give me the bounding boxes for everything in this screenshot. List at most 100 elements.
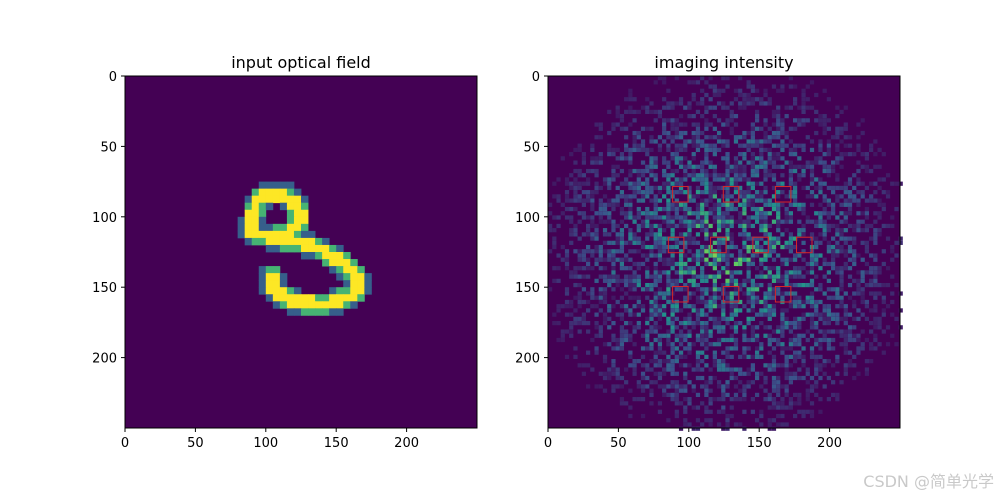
speckle-pixel xyxy=(691,282,696,288)
detector-box xyxy=(774,285,792,303)
speckle-pixel xyxy=(767,287,772,292)
speckle-pixel xyxy=(873,211,878,216)
speckle-pixel xyxy=(788,139,793,144)
speckle-pixel xyxy=(700,375,705,381)
speckle-pixel xyxy=(590,223,595,229)
speckle-pixel xyxy=(649,223,654,229)
digit-pixel xyxy=(308,252,316,260)
speckle-pixel xyxy=(683,253,688,258)
speckle-pixel xyxy=(581,320,587,326)
speckle-pixel xyxy=(607,152,612,157)
speckle-pixel xyxy=(700,253,705,258)
speckle-pixel xyxy=(788,320,793,326)
speckle-pixel xyxy=(615,164,620,169)
speckle-pixel xyxy=(640,363,646,368)
speckle-pixel xyxy=(657,287,663,292)
speckle-pixel xyxy=(632,219,637,224)
speckle-pixel xyxy=(746,320,751,326)
speckle-pixel xyxy=(721,257,726,262)
speckle-pixel xyxy=(678,177,684,182)
speckle-pixel xyxy=(725,270,730,275)
speckle-pixel xyxy=(611,122,616,127)
speckle-pixel xyxy=(754,333,760,338)
speckle-pixel xyxy=(797,316,802,321)
speckle-pixel xyxy=(721,139,726,144)
speckle-pixel xyxy=(788,244,793,250)
speckle-pixel xyxy=(733,346,739,351)
speckle-pixel xyxy=(573,270,578,275)
digit-pixel xyxy=(244,237,253,246)
speckle-pixel xyxy=(700,215,705,220)
speckle-pixel xyxy=(750,397,755,402)
speckle-pixel xyxy=(657,295,663,300)
speckle-pixel xyxy=(818,215,823,220)
speckle-pixel xyxy=(700,270,705,275)
speckle-pixel xyxy=(822,384,827,389)
speckle-pixel xyxy=(619,240,625,245)
speckle-pixel xyxy=(721,350,726,355)
speckle-pixel xyxy=(615,156,620,161)
speckle-pixel xyxy=(801,354,806,360)
speckle-pixel xyxy=(856,219,861,224)
speckle-pixel xyxy=(877,342,882,347)
speckle-pixel xyxy=(767,426,772,431)
speckle-pixel xyxy=(780,308,785,313)
speckle-pixel xyxy=(776,152,781,157)
speckle-pixel xyxy=(708,122,713,127)
speckle-pixel xyxy=(771,278,777,283)
speckle-pixel xyxy=(885,194,891,199)
speckle-pixel xyxy=(746,257,751,262)
speckle-pixel xyxy=(704,109,709,115)
speckle-pixel xyxy=(556,337,561,343)
speckle-pixel xyxy=(632,232,637,237)
speckle-pixel xyxy=(586,215,591,220)
speckle-pixel xyxy=(784,316,789,321)
speckle-pixel xyxy=(805,84,810,89)
speckle-pixel xyxy=(640,190,646,195)
speckle-pixel xyxy=(683,122,688,127)
speckle-pixel xyxy=(662,388,667,393)
speckle-pixel xyxy=(662,156,667,161)
speckle-pixel xyxy=(704,244,709,250)
speckle-pixel xyxy=(708,160,713,165)
speckle-pixel xyxy=(670,320,675,326)
speckle-pixel xyxy=(632,185,637,191)
speckle-pixel xyxy=(890,249,895,254)
speckle-pixel xyxy=(716,130,722,136)
speckle-pixel xyxy=(615,375,620,381)
speckle-pixel xyxy=(805,97,810,102)
speckle-pixel xyxy=(653,109,658,115)
speckle-pixel xyxy=(598,274,603,279)
speckle-pixel xyxy=(674,147,679,153)
speckle-pixel xyxy=(678,261,684,267)
speckle-pixel xyxy=(598,156,603,161)
speckle-pixel xyxy=(797,337,802,343)
digit-pixel xyxy=(343,301,351,309)
speckle-pixel xyxy=(801,359,806,364)
imaging-intensity-ytick-label: 150 xyxy=(515,281,540,296)
speckle-pixel xyxy=(624,291,629,296)
speckle-pixel xyxy=(873,304,878,309)
speckle-pixel xyxy=(716,215,722,220)
speckle-pixel xyxy=(776,270,781,275)
digit-pixel xyxy=(308,237,316,246)
speckle-pixel xyxy=(771,295,777,300)
digit-pixel xyxy=(293,287,302,295)
speckle-pixel xyxy=(657,359,663,364)
speckle-pixel xyxy=(784,228,789,233)
speckle-pixel xyxy=(628,287,633,292)
speckle-pixel xyxy=(632,168,637,174)
speckle-pixel xyxy=(653,240,658,245)
speckle-pixel xyxy=(649,139,654,144)
speckle-pixel xyxy=(670,359,675,364)
speckle-pixel xyxy=(607,198,612,203)
speckle-pixel xyxy=(818,223,823,229)
speckle-pixel xyxy=(691,367,696,372)
speckle-pixel xyxy=(674,181,679,186)
speckle-pixel xyxy=(598,333,603,338)
speckle-pixel xyxy=(725,143,730,148)
speckle-pixel xyxy=(831,392,836,398)
speckle-pixel xyxy=(733,257,739,262)
speckle-pixel xyxy=(860,194,865,199)
speckle-pixel xyxy=(619,211,625,216)
